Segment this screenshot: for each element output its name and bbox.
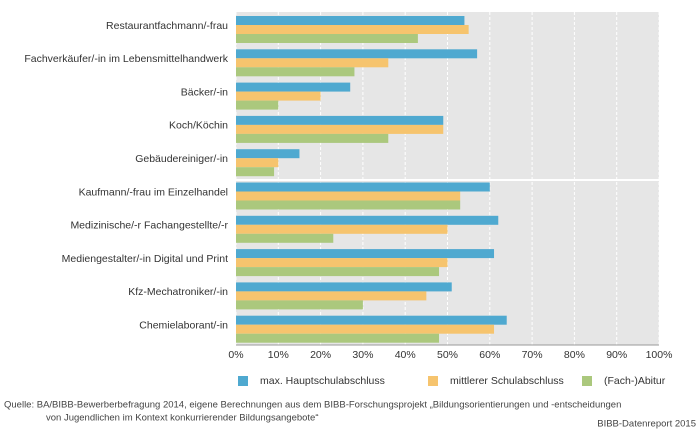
bar bbox=[236, 249, 495, 259]
bar bbox=[236, 133, 389, 143]
x-tick-label: 50% bbox=[437, 349, 458, 361]
x-tick-label: 40% bbox=[395, 349, 416, 361]
x-tick-label: 90% bbox=[606, 349, 627, 361]
bar bbox=[236, 67, 355, 77]
bar bbox=[236, 91, 321, 101]
bar bbox=[236, 58, 389, 68]
x-tick-label: 0% bbox=[228, 349, 243, 361]
legend-label: max. Hauptschulabschluss bbox=[260, 375, 385, 387]
bar bbox=[236, 49, 478, 59]
x-tick-label: 10% bbox=[268, 349, 289, 361]
legend-label: (Fach-)Abitur bbox=[604, 375, 666, 387]
bar bbox=[236, 200, 461, 210]
bar bbox=[236, 315, 507, 325]
bar bbox=[236, 215, 499, 225]
bar bbox=[236, 282, 452, 292]
y-tick-label: Bäcker/-in bbox=[181, 86, 228, 98]
y-tick-label: Gebäudereiniger/-in bbox=[135, 153, 228, 165]
source: von Jugendlichen im Kontext konkurrieren… bbox=[46, 413, 319, 424]
legend-swatch bbox=[428, 376, 438, 386]
bar bbox=[236, 149, 300, 159]
y-tick-label: Mediengestalter/-in Digital und Print bbox=[62, 253, 228, 265]
bar bbox=[236, 167, 275, 177]
y-tick-label: Restaurantfachmann/-frau bbox=[106, 20, 228, 32]
credit: BIBB-Datenreport 2015 bbox=[597, 419, 696, 430]
source: Quelle: BA/BIBB-Bewerberbefragung 2014, … bbox=[4, 400, 621, 411]
x-tick-label: 60% bbox=[479, 349, 500, 361]
x-tick-label: 70% bbox=[522, 349, 543, 361]
bar bbox=[236, 267, 440, 277]
x-tick-label: 20% bbox=[310, 349, 331, 361]
legend-swatch bbox=[238, 376, 248, 386]
bar bbox=[236, 115, 444, 125]
bar bbox=[236, 300, 363, 310]
y-tick-label: Kaufmann/-frau im Einzelhandel bbox=[79, 186, 228, 198]
legend-label: mittlerer Schulabschluss bbox=[450, 375, 564, 387]
bar bbox=[236, 82, 351, 92]
bar bbox=[236, 258, 448, 268]
y-tick-label: Chemielaborant/-in bbox=[139, 319, 228, 331]
y-tick-label: Koch/Köchin bbox=[169, 120, 228, 132]
bar bbox=[236, 291, 427, 301]
bar bbox=[236, 191, 461, 201]
x-tick-label: 80% bbox=[564, 349, 585, 361]
y-tick-label: Fachverkäufer/-in im Lebensmittelhandwer… bbox=[24, 53, 228, 65]
y-tick-label: Kfz-Mechatroniker/-in bbox=[128, 286, 228, 298]
bar bbox=[236, 34, 418, 43]
bar bbox=[236, 158, 279, 168]
bar bbox=[236, 333, 440, 343]
bar bbox=[236, 100, 279, 110]
legend-swatch bbox=[582, 376, 592, 386]
bar bbox=[236, 25, 469, 34]
bar bbox=[236, 224, 448, 234]
bar bbox=[236, 233, 334, 243]
x-tick-label: 100% bbox=[646, 349, 673, 361]
bar bbox=[236, 182, 490, 192]
bar bbox=[236, 324, 495, 334]
y-tick-label: Medizinische/-r Fachangestellte/-r bbox=[70, 220, 228, 232]
bar bbox=[236, 16, 465, 25]
bar bbox=[236, 124, 444, 134]
x-tick-label: 30% bbox=[352, 349, 373, 361]
